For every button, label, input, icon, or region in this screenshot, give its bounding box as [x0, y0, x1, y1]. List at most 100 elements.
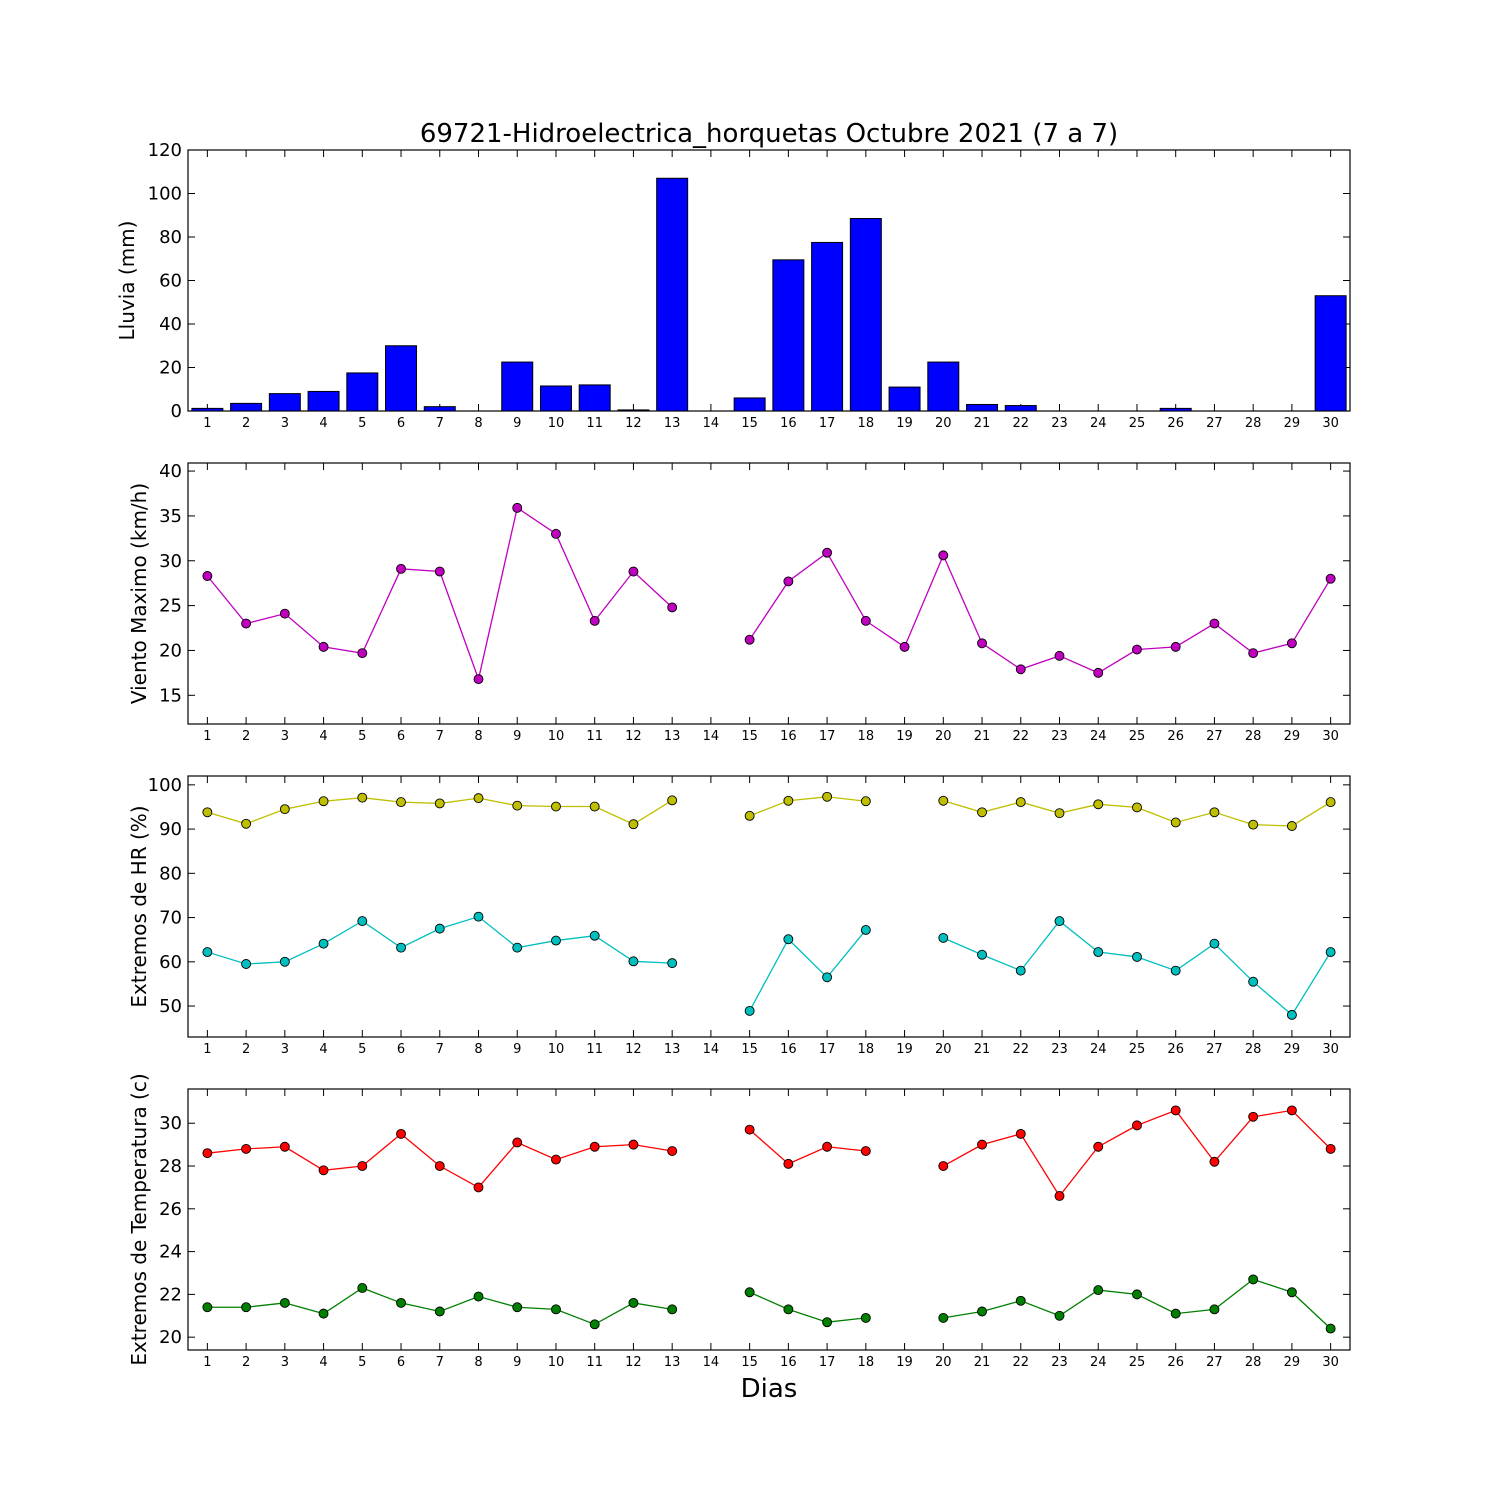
x-tick-label: 19: [896, 729, 913, 744]
y-axis-label: Viento Maximo (km/h): [127, 483, 151, 704]
y-tick-label: 24: [159, 1242, 182, 1263]
data-point-day-11: [589, 1141, 600, 1152]
data-point-day-11: [589, 930, 600, 941]
x-tick-label: 22: [1012, 1355, 1029, 1370]
data-point-day-15: [744, 1005, 755, 1016]
data-point-day-12: [628, 1297, 639, 1308]
x-tick-label: 15: [741, 416, 758, 431]
x-tick-label: 15: [741, 1355, 758, 1370]
data-point-day-15: [744, 1124, 755, 1135]
y-tick-label: 90: [159, 819, 182, 840]
x-tick-label: 5: [358, 1355, 366, 1370]
data-point-day-8: [473, 674, 484, 685]
y-tick-label: 26: [159, 1199, 182, 1220]
data-point-day-5: [357, 792, 368, 803]
bar-day-1: [191, 407, 224, 412]
data-point-day-1: [202, 571, 213, 581]
x-tick-label: 16: [780, 416, 797, 431]
data-point-day-4: [318, 1165, 329, 1176]
y-tick-label: 60: [159, 952, 182, 973]
data-point-day-30: [1325, 947, 1336, 958]
data-point-day-7: [434, 923, 445, 934]
x-tick-label: 28: [1245, 729, 1262, 744]
x-tick-label: 27: [1206, 416, 1223, 431]
data-point-day-17: [822, 1317, 833, 1328]
data-point-day-16: [783, 934, 794, 945]
data-point-day-27: [1209, 1156, 1220, 1167]
data-point-day-24: [1093, 667, 1104, 678]
data-point-day-22: [1015, 797, 1026, 808]
x-tick-label: 7: [436, 729, 444, 744]
y-tick-label: 20: [159, 358, 182, 379]
x-tick-label: 11: [586, 1355, 603, 1370]
y-tick-label: 60: [159, 271, 182, 292]
data-point-day-22: [1015, 1295, 1026, 1306]
data-point-day-4: [318, 938, 329, 949]
data-point-day-9: [512, 942, 523, 953]
data-point-day-29: [1286, 1105, 1297, 1116]
data-point-day-25: [1132, 1120, 1142, 1131]
x-tick-label: 17: [819, 729, 836, 744]
x-tick-label: 21: [974, 416, 991, 431]
bar-day-22: [1004, 405, 1037, 412]
data-point-day-30: [1325, 1323, 1336, 1334]
x-tick-label: 18: [858, 416, 875, 431]
x-tick-label: 23: [1051, 1042, 1068, 1057]
x-tick-label: 22: [1012, 729, 1029, 744]
data-point-day-17: [822, 547, 833, 558]
x-tick-label: 27: [1206, 1355, 1223, 1370]
x-tick-label: 28: [1245, 416, 1262, 431]
x-tick-label: 13: [664, 729, 681, 744]
data-point-day-23: [1054, 650, 1065, 661]
x-tick-label: 6: [397, 1355, 405, 1370]
x-tick-label: 8: [474, 729, 482, 744]
data-point-day-22: [1015, 965, 1026, 976]
data-point-day-23: [1054, 916, 1065, 927]
x-tick-label: 2: [242, 1042, 250, 1057]
data-point-day-8: [473, 1291, 484, 1302]
x-tick-label: 30: [1322, 1042, 1339, 1057]
data-point-day-6: [396, 1297, 406, 1308]
x-tick-label: 22: [1012, 1042, 1029, 1057]
x-tick-label: 15: [741, 1042, 758, 1057]
data-point-day-29: [1286, 1287, 1297, 1298]
data-point-day-7: [434, 1306, 445, 1317]
x-tick-label: 16: [780, 729, 797, 744]
bar-day-13: [656, 177, 689, 412]
data-point-day-1: [202, 1302, 213, 1313]
x-tick-label: 8: [474, 416, 482, 431]
data-point-day-7: [434, 566, 445, 577]
data-point-day-2: [241, 1143, 252, 1154]
bar-day-30: [1314, 295, 1347, 412]
data-point-day-1: [202, 1148, 213, 1159]
data-point-day-10: [551, 801, 561, 812]
x-tick-label: 18: [858, 1355, 875, 1370]
data-point-day-20: [938, 1312, 949, 1323]
data-point-day-26: [1170, 1105, 1181, 1116]
y-tick-label: 20: [159, 640, 182, 661]
x-tick-label: 7: [436, 416, 444, 431]
data-point-day-9: [512, 1302, 523, 1313]
x-tick-label: 2: [242, 416, 250, 431]
x-tick-label: 16: [780, 1042, 797, 1057]
data-point-day-18: [860, 615, 871, 626]
bar-day-26: [1159, 407, 1192, 412]
data-point-day-23: [1054, 1191, 1065, 1201]
data-point-day-5: [357, 1161, 368, 1171]
data-point-day-10: [551, 1304, 561, 1315]
x-tick-label: 30: [1322, 416, 1339, 431]
data-point-day-13: [667, 1304, 678, 1315]
x-tick-label: 11: [586, 416, 603, 431]
data-point-day-15: [744, 1287, 755, 1298]
data-point-day-7: [434, 798, 445, 809]
y-tick-label: 80: [159, 863, 182, 884]
data-point-day-21: [977, 1139, 987, 1150]
data-point-day-28: [1248, 648, 1259, 659]
data-point-day-25: [1132, 802, 1142, 813]
data-point-day-24: [1093, 1285, 1104, 1296]
x-tick-label: 11: [586, 1042, 603, 1057]
data-point-day-6: [396, 797, 406, 808]
series-line: [749, 796, 866, 817]
